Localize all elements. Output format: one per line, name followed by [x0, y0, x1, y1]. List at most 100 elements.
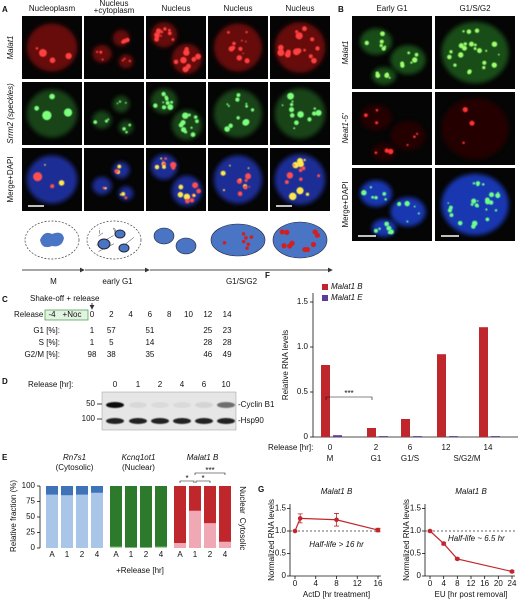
nucleus — [214, 23, 262, 72]
speckle — [183, 49, 190, 56]
speckle — [38, 49, 47, 57]
speckle — [222, 189, 226, 192]
micrograph — [208, 82, 268, 145]
bar-segment — [174, 486, 186, 544]
lane: 6 — [202, 380, 207, 389]
speckle — [468, 41, 474, 47]
x-tick-label: 8 — [455, 579, 460, 588]
panel-label: F — [265, 271, 270, 280]
table-cell: 57 — [107, 326, 116, 335]
speckle — [407, 51, 411, 55]
speckle — [485, 208, 488, 211]
significance-bracket — [195, 480, 211, 483]
speckle — [180, 120, 186, 126]
speckle — [485, 217, 490, 222]
x-tick-label: 0 — [428, 579, 433, 588]
panel-label: G — [258, 485, 264, 494]
speckle — [123, 57, 126, 60]
speckle — [33, 172, 43, 182]
speckle — [295, 32, 303, 40]
row-label: Merge+DAPI — [341, 181, 350, 227]
phase-label: G1/S — [401, 454, 419, 463]
series-label: Cytosolic — [238, 518, 247, 550]
point — [427, 528, 433, 534]
y-tick-label: 0 — [304, 432, 309, 441]
speckle — [226, 103, 229, 106]
speckle — [382, 191, 387, 196]
significance-bracket — [325, 396, 373, 400]
x-tick-label: 2 — [144, 550, 149, 559]
nucleus — [360, 28, 392, 55]
y-tick-label: 0.5 — [297, 387, 309, 396]
band — [195, 418, 213, 424]
speckle — [375, 73, 381, 78]
timeline-tick: 12 — [203, 310, 212, 319]
speckle — [388, 76, 391, 79]
cytoskeleton — [98, 227, 100, 229]
nucleus — [26, 23, 78, 72]
band — [151, 418, 169, 424]
x-tick-label: 12 — [353, 579, 362, 588]
bar-segment — [125, 547, 137, 548]
speckle — [287, 92, 294, 100]
annotation: Half-life > 16 hr — [309, 540, 364, 549]
band — [129, 418, 147, 424]
speckle — [58, 180, 65, 186]
speckle — [162, 165, 166, 169]
speckle — [125, 130, 128, 134]
speckle — [384, 198, 387, 201]
speckle-icon — [246, 242, 251, 247]
timeline-tick: 8 — [167, 310, 172, 319]
speckle-icon — [302, 246, 308, 253]
speckle — [242, 52, 244, 55]
x-tick-label: 1 — [65, 550, 70, 559]
x-tick-label: 24 — [508, 579, 517, 588]
bar — [401, 419, 410, 437]
point — [297, 516, 303, 521]
significance: *** — [344, 389, 353, 398]
bar-segment — [189, 486, 201, 511]
speckle — [183, 193, 191, 200]
micrograph — [435, 92, 515, 165]
speckle — [400, 63, 405, 68]
band — [106, 418, 124, 424]
speckle — [93, 120, 98, 124]
speckle — [236, 178, 243, 184]
speckle — [298, 168, 303, 173]
speckle — [161, 91, 166, 97]
nucleus — [214, 89, 262, 138]
speckle — [387, 231, 391, 235]
table-cell: 25 — [203, 326, 212, 335]
cytoskeleton — [98, 232, 104, 237]
phase-label: G1 — [371, 454, 382, 463]
nucleus — [112, 161, 130, 179]
speckle-icon — [310, 241, 317, 248]
speckle — [284, 51, 291, 58]
speckle — [236, 116, 240, 120]
speckle — [413, 205, 416, 208]
speckle — [462, 30, 465, 33]
column-header: Nucleus — [100, 0, 129, 8]
y-axis-title: Relative fraction (%) — [9, 480, 18, 552]
x-tick-label: 6 — [408, 443, 413, 452]
speckle — [491, 62, 497, 68]
speckle — [458, 52, 464, 58]
x-tick-label: 4 — [223, 550, 228, 559]
speckle — [236, 93, 241, 98]
bar-segment — [219, 486, 231, 542]
x-tick-label: 14 — [484, 443, 493, 452]
speckle — [118, 100, 122, 103]
point — [509, 569, 515, 574]
band-label: -Hsp90 — [238, 416, 264, 425]
speckle — [293, 127, 296, 130]
bar-segment — [155, 546, 167, 548]
bar-segment — [140, 547, 152, 548]
micrograph — [270, 148, 330, 211]
speckle — [180, 56, 187, 64]
table-cell: 35 — [145, 350, 154, 359]
bar-segment — [110, 486, 122, 547]
point — [375, 527, 381, 533]
speckle — [293, 164, 295, 167]
speckle — [235, 97, 240, 102]
speckle-icon — [245, 246, 249, 250]
